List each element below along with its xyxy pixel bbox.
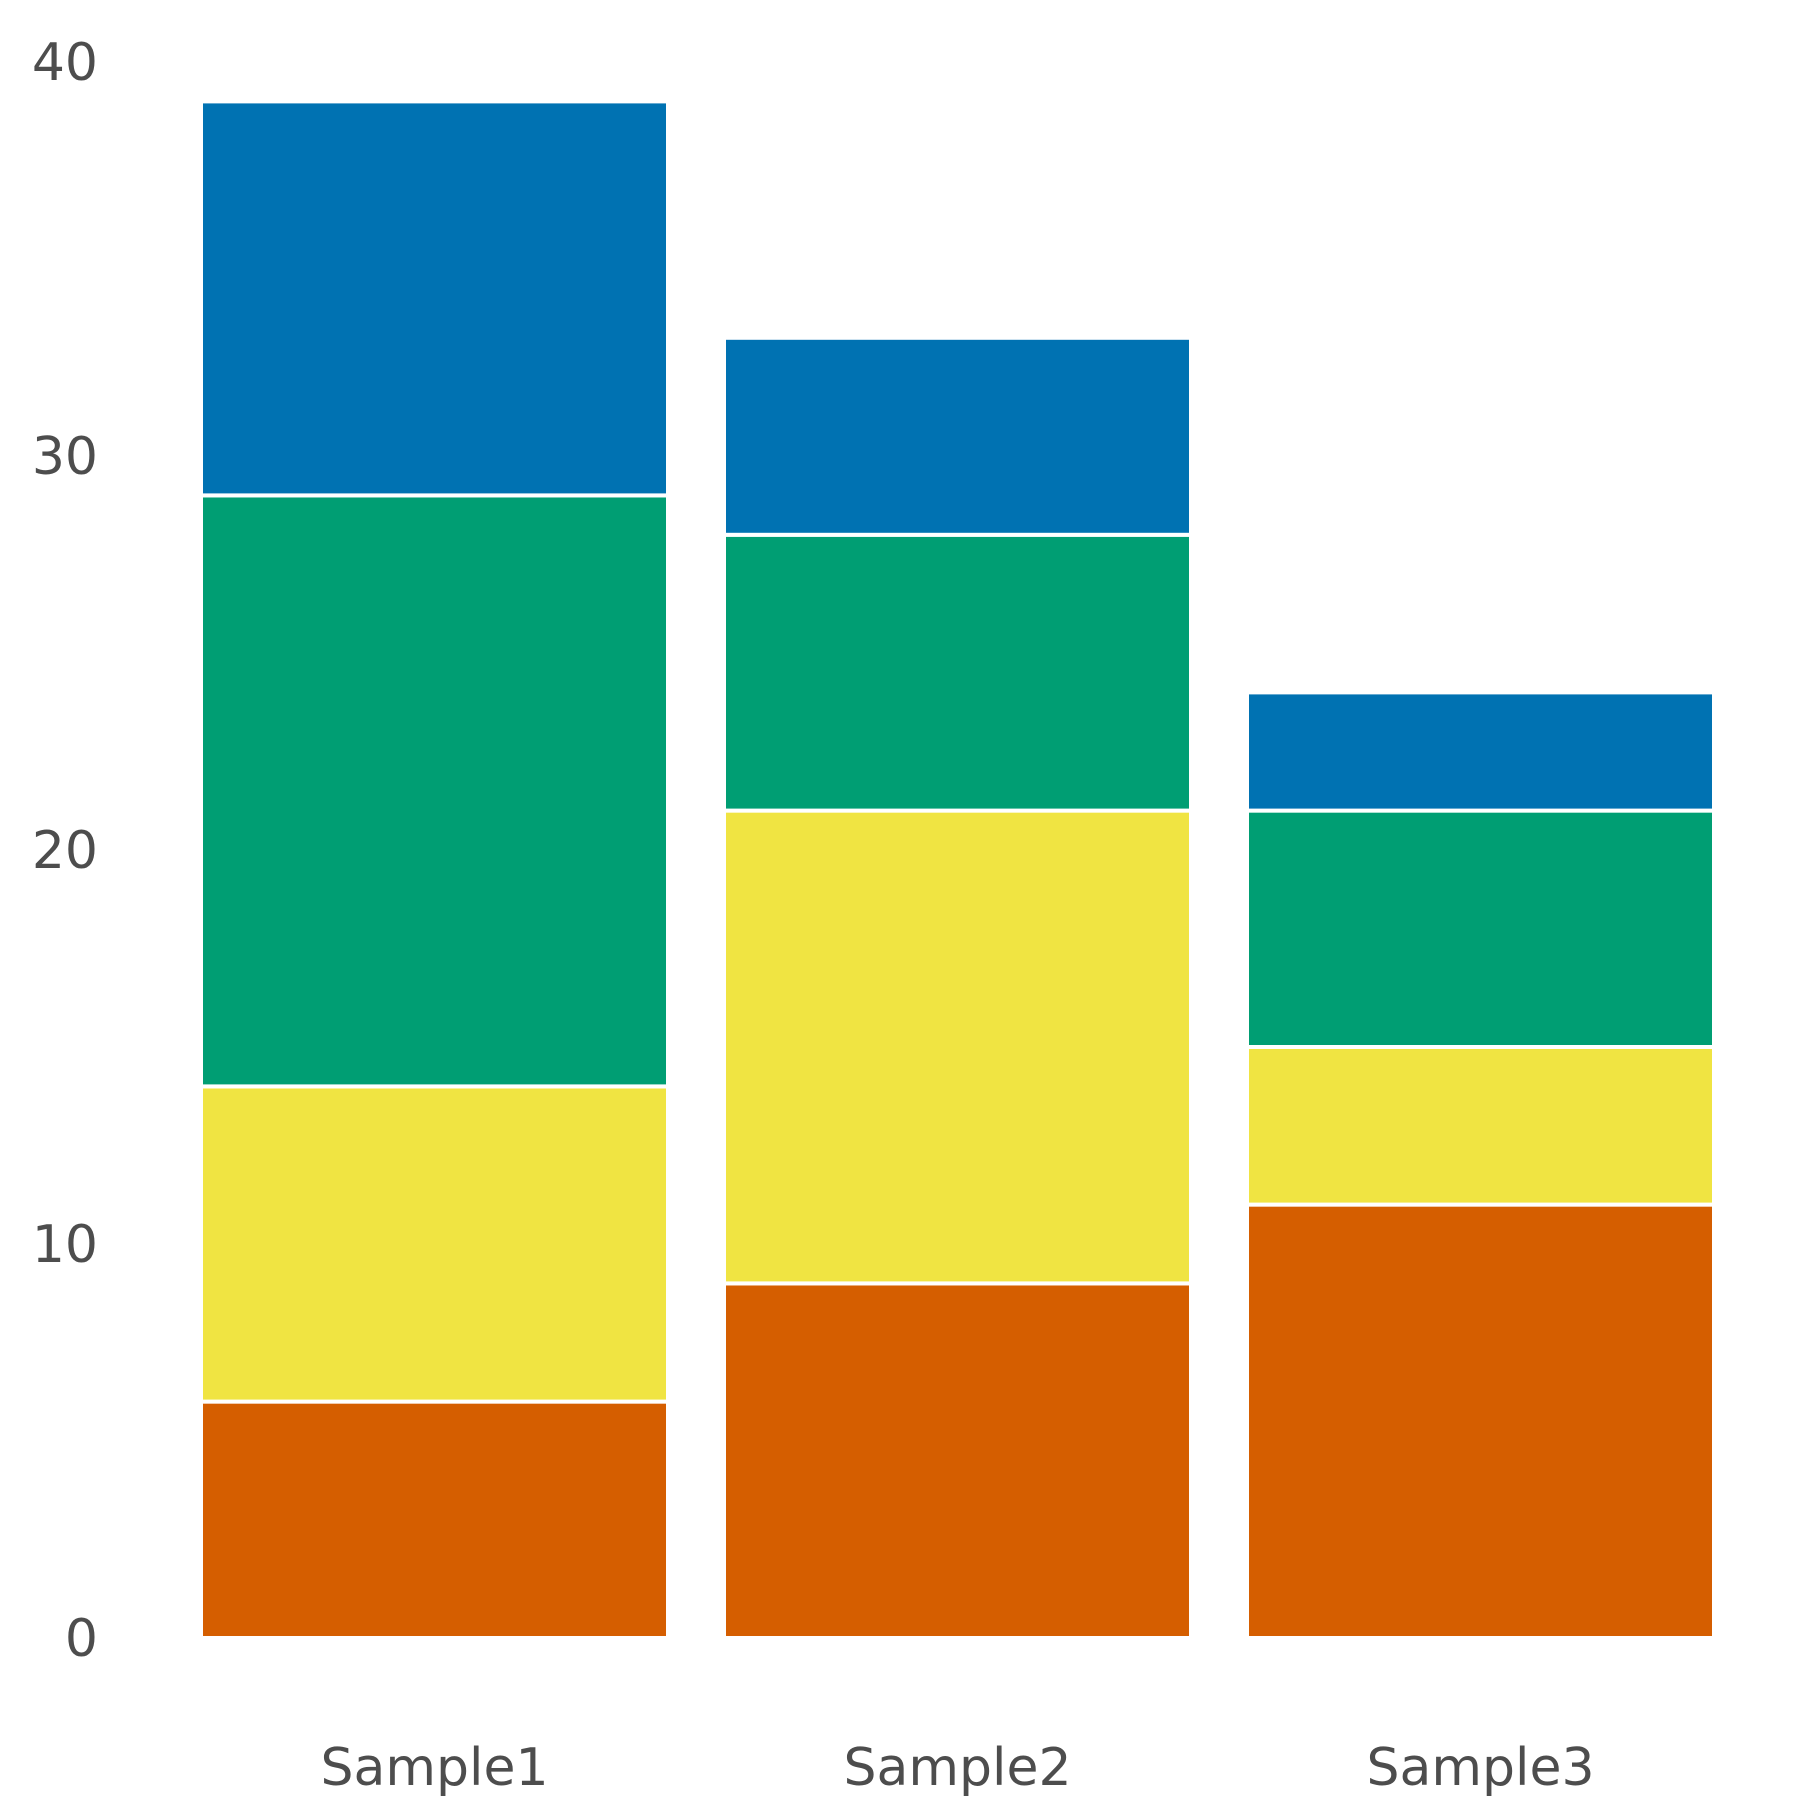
- bar-segment: [722, 1281, 1193, 1641]
- y-axis: 0 10 20 30 40: [32, 33, 98, 1669]
- x-tick-label: Sample1: [320, 1738, 548, 1798]
- bar-segment: [1245, 1202, 1716, 1640]
- x-tick-label: Sample3: [1366, 1738, 1594, 1798]
- bar-segment: [722, 808, 1193, 1286]
- bar-segment: [1245, 690, 1716, 813]
- y-tick-label: 10: [32, 1215, 98, 1275]
- y-tick-label: 30: [32, 427, 98, 487]
- bar-segment: [199, 1084, 670, 1404]
- bar-segment: [199, 99, 670, 498]
- bar-segment: [1245, 1045, 1716, 1207]
- bars-group: [199, 99, 1716, 1641]
- bar-segment: [199, 493, 670, 1089]
- y-tick-label: 0: [65, 1609, 98, 1669]
- bar-segment: [722, 532, 1193, 813]
- x-axis: Sample1 Sample2 Sample3: [320, 1738, 1594, 1798]
- y-tick-label: 20: [32, 821, 98, 881]
- bar-segment: [199, 1399, 670, 1640]
- bar-segment: [1245, 808, 1716, 1049]
- bar-segment: [722, 335, 1193, 537]
- x-tick-label: Sample2: [843, 1738, 1071, 1798]
- y-tick-label: 40: [32, 33, 98, 93]
